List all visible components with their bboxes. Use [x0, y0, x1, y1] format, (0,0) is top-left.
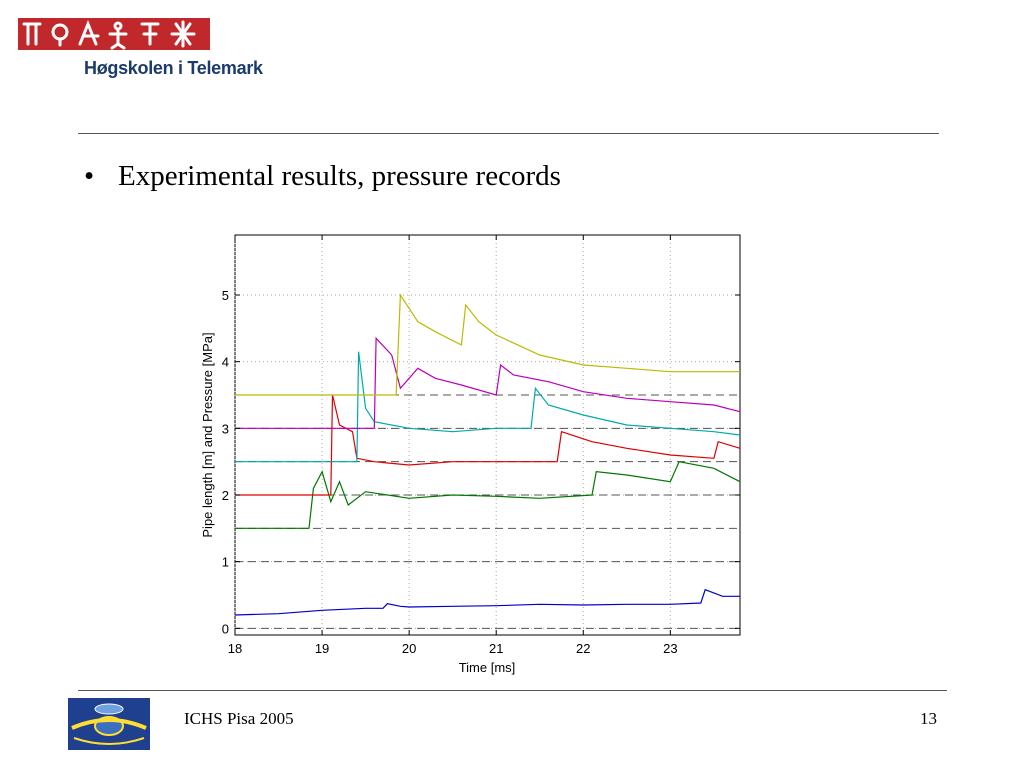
pressure-chart: 18 19 20 21 22 23 0 1 2 3 4 5 Time [ms] Pipe length… — [180, 215, 760, 690]
slide-bullet-text: Experimental results, pressure records — [118, 160, 561, 192]
y-tick-label: 1 — [222, 555, 229, 570]
y-tick-label: 4 — [222, 355, 229, 370]
telemark-runes-logo-icon — [18, 18, 210, 50]
series-line-0 — [234, 588, 740, 616]
x-tick-label: 18 — [228, 641, 242, 656]
x-tick-label: 19 — [315, 641, 329, 656]
x-tick-label: 21 — [489, 641, 503, 656]
page-number: 13 — [920, 709, 937, 728]
series-line-1 — [235, 461, 741, 529]
y-tick-label: 2 — [222, 488, 229, 503]
footer-conference-text: ICHS Pisa 2005 — [184, 709, 294, 728]
y-tick-label: 3 — [222, 421, 229, 436]
ichs-conference-logo-icon — [68, 698, 150, 750]
footer-divider — [78, 690, 947, 691]
series-line-4 — [235, 336, 741, 429]
y-tick-label: 5 — [222, 288, 229, 303]
series-line-5 — [235, 293, 740, 396]
x-axis-label: Time [ms] — [459, 660, 516, 675]
series-line-3 — [235, 351, 741, 463]
series-line-2 — [235, 394, 741, 496]
y-tick-label: 0 — [222, 621, 229, 636]
org-name: Høgskolen i Telemark — [84, 58, 263, 78]
series-layer — [234, 293, 741, 616]
plot-area — [234, 234, 741, 636]
bullet-symbol: • — [84, 160, 95, 192]
x-tick-label: 20 — [402, 641, 416, 656]
y-axis-label: Pipe length [m] and Pressure [MPa] — [200, 332, 215, 537]
x-tick-label: 22 — [576, 641, 590, 656]
header-divider — [78, 133, 939, 134]
x-tick-label: 23 — [663, 641, 677, 656]
